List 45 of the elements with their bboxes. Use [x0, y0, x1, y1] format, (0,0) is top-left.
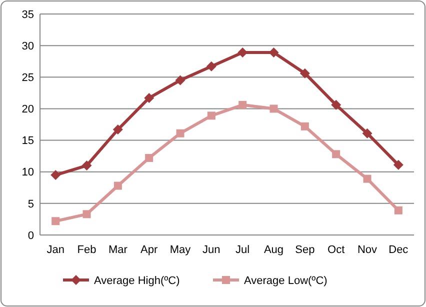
legend-label: Average Low(ºC)	[244, 274, 328, 287]
y-tick-label: 30	[22, 40, 34, 52]
point	[268, 48, 279, 58]
point	[363, 174, 372, 183]
point	[52, 217, 60, 226]
x-tick-label: May	[170, 244, 192, 256]
y-tick-label: 5	[28, 198, 34, 210]
y-tick-label: 10	[22, 166, 34, 179]
x-tick-label: Jun	[202, 244, 220, 256]
x-tick-label: Dec	[388, 244, 409, 256]
x-tick-label: Apr	[140, 244, 158, 256]
point	[82, 160, 92, 171]
point	[394, 206, 402, 214]
y-tick-label: 20	[22, 104, 34, 116]
point	[300, 68, 310, 78]
point	[145, 154, 154, 162]
point	[362, 128, 372, 138]
y-tick-label: 25	[22, 72, 34, 84]
point	[331, 100, 342, 110]
point	[144, 92, 154, 103]
point	[300, 122, 309, 130]
x-tick-label: Oct	[328, 244, 345, 256]
point	[112, 124, 123, 135]
x-tick-label: Nov	[357, 244, 378, 256]
x-tick-label: Sep	[295, 244, 315, 256]
x-tick-label: Feb	[77, 244, 96, 256]
point	[176, 129, 184, 138]
x-tick-label: Aug	[264, 244, 284, 256]
y-tick-label: 0	[28, 230, 34, 242]
x-tick-label: Mar	[108, 244, 128, 256]
x-tick-label: Jan	[46, 244, 64, 256]
y-tick-label: 35	[22, 8, 34, 21]
point	[207, 112, 216, 120]
point	[393, 160, 404, 170]
point	[332, 150, 340, 158]
legend-label: Average High(ºC)	[94, 274, 180, 287]
y-tick-label: 15	[22, 135, 34, 148]
point	[238, 100, 247, 109]
point	[114, 182, 122, 190]
point	[206, 61, 216, 72]
point	[175, 75, 186, 86]
x-tick-label: Jul	[236, 244, 250, 256]
point	[50, 170, 61, 180]
point	[270, 104, 278, 113]
point	[82, 210, 91, 218]
